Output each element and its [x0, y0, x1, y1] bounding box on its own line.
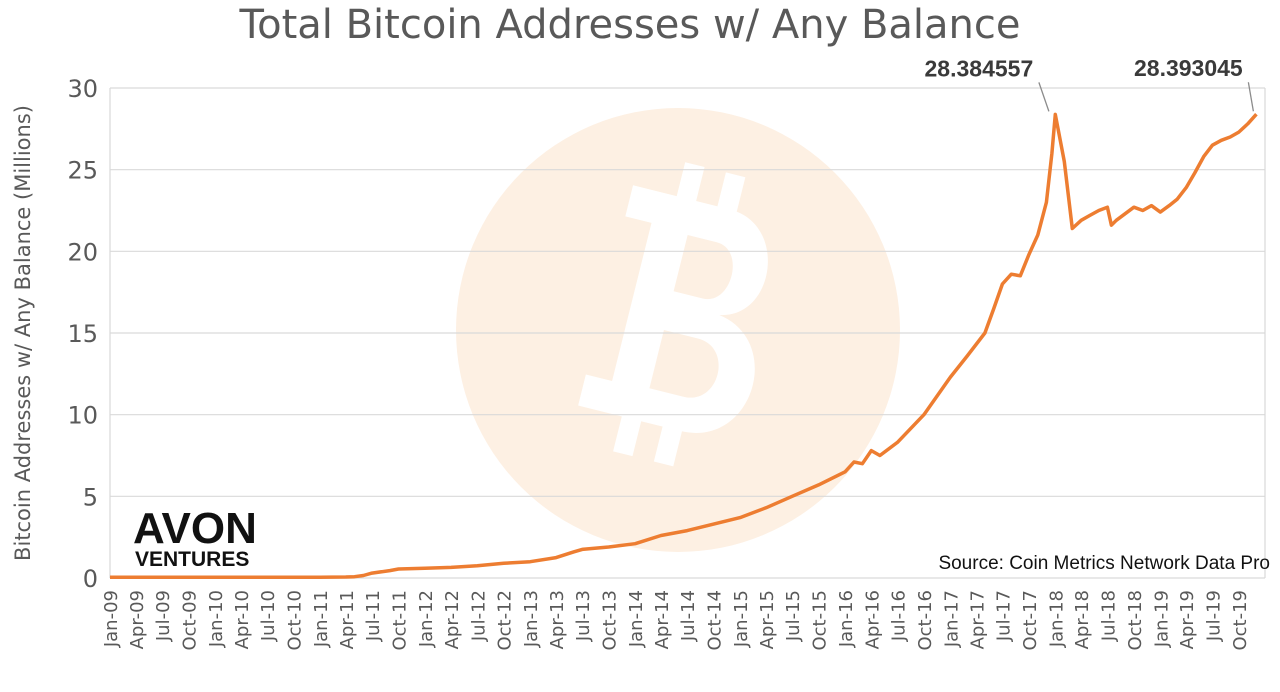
annotation-leader-line — [1038, 82, 1050, 112]
x-tick-label: Oct-17 — [1020, 590, 1041, 651]
x-tick-label: Oct-10 — [284, 590, 305, 651]
x-tick-label: Apr-13 — [547, 590, 568, 649]
x-tick-label: Oct-18 — [1125, 590, 1146, 651]
y-axis-ticks: 0 5 10 15 20 25 30 — [67, 75, 98, 593]
x-tick-label: Oct-13 — [600, 590, 621, 651]
x-tick-label: Jul-12 — [468, 590, 489, 642]
x-tick-label: Oct-19 — [1230, 590, 1251, 651]
y-tick-label: 15 — [67, 320, 98, 348]
x-tick-label: Jul-17 — [993, 590, 1014, 642]
y-tick-label: 20 — [67, 238, 98, 266]
x-tick-label: Apr-09 — [127, 590, 148, 649]
x-tick-label: Jul-14 — [678, 590, 699, 642]
x-tick-label: Jul-16 — [888, 590, 909, 642]
logo-line2: VENTURES — [135, 548, 249, 571]
x-tick-label: Jan-16 — [836, 590, 857, 648]
x-tick-label: Jan-15 — [731, 590, 752, 648]
x-tick-label: Jan-17 — [941, 590, 962, 648]
x-tick-label: Oct-12 — [495, 590, 516, 651]
logo-line1: AVON — [133, 504, 257, 553]
x-tick-label: Jul-18 — [1098, 590, 1119, 642]
x-tick-label: Jan-09 — [101, 590, 122, 648]
y-axis-label: Bitcoin Addresses w/ Any Balance (Millio… — [11, 105, 35, 561]
y-tick-label: 25 — [67, 157, 98, 185]
x-tick-label: Apr-15 — [757, 590, 778, 649]
x-tick-label: Apr-16 — [862, 590, 883, 649]
x-tick-label: Oct-09 — [180, 590, 201, 651]
x-tick-label: Apr-17 — [967, 590, 988, 649]
x-tick-label: Jul-09 — [153, 590, 174, 642]
annotation-label: 28.393045 — [1134, 55, 1243, 81]
y-tick-label: 0 — [83, 565, 98, 593]
x-tick-label: Jul-10 — [258, 590, 279, 642]
x-tick-label: Jul-19 — [1203, 590, 1224, 642]
x-axis-ticks: Jan-09 Apr-09 Jul-09 Oct-09 Jan-10 Apr-10 Jul-… — [101, 590, 1251, 651]
x-tick-label: Jul-11 — [363, 590, 384, 642]
source-note: Source: Coin Metrics Network Data Pro — [938, 553, 1270, 574]
x-tick-label: Oct-11 — [389, 590, 410, 651]
avon-ventures-logo: AVON VENTURES — [133, 504, 257, 571]
x-tick-label: Apr-11 — [337, 590, 358, 649]
bitcoin-watermark — [456, 108, 900, 552]
x-tick-label: Apr-18 — [1072, 590, 1093, 649]
x-tick-label: Jan-12 — [416, 590, 437, 648]
series-line — [110, 112, 1258, 579]
x-tick-label: Jan-14 — [626, 590, 647, 648]
gridlines — [109, 87, 1266, 579]
y-tick-label: 30 — [67, 75, 98, 103]
x-tick-label: Jul-13 — [573, 590, 594, 642]
y-tick-label: 5 — [83, 483, 98, 511]
chart-title: Total Bitcoin Addresses w/ Any Balance — [238, 2, 1020, 48]
x-tick-label: Jan-13 — [521, 590, 542, 648]
x-tick-label: Jan-19 — [1151, 590, 1172, 648]
x-tick-label: Apr-10 — [232, 590, 253, 649]
x-tick-label: Oct-15 — [810, 590, 831, 651]
y-tick-label: 10 — [67, 402, 98, 430]
x-tick-label: Apr-14 — [652, 590, 673, 649]
x-tick-label: Oct-16 — [915, 590, 936, 651]
x-tick-label: Apr-19 — [1177, 590, 1198, 649]
x-tick-label: Apr-12 — [442, 590, 463, 649]
x-tick-label: Oct-14 — [705, 590, 726, 651]
annotation-label: 28.384557 — [925, 55, 1034, 81]
x-tick-label: Jan-10 — [206, 590, 227, 648]
bitcoin-icon — [578, 162, 768, 467]
x-tick-label: Jan-18 — [1046, 590, 1067, 648]
x-tick-label: Jan-11 — [311, 590, 332, 648]
annotation-leader-line — [1247, 82, 1255, 112]
x-tick-label: Jul-15 — [783, 590, 804, 642]
annotations: 28.384557 28.393045 — [925, 55, 1255, 112]
